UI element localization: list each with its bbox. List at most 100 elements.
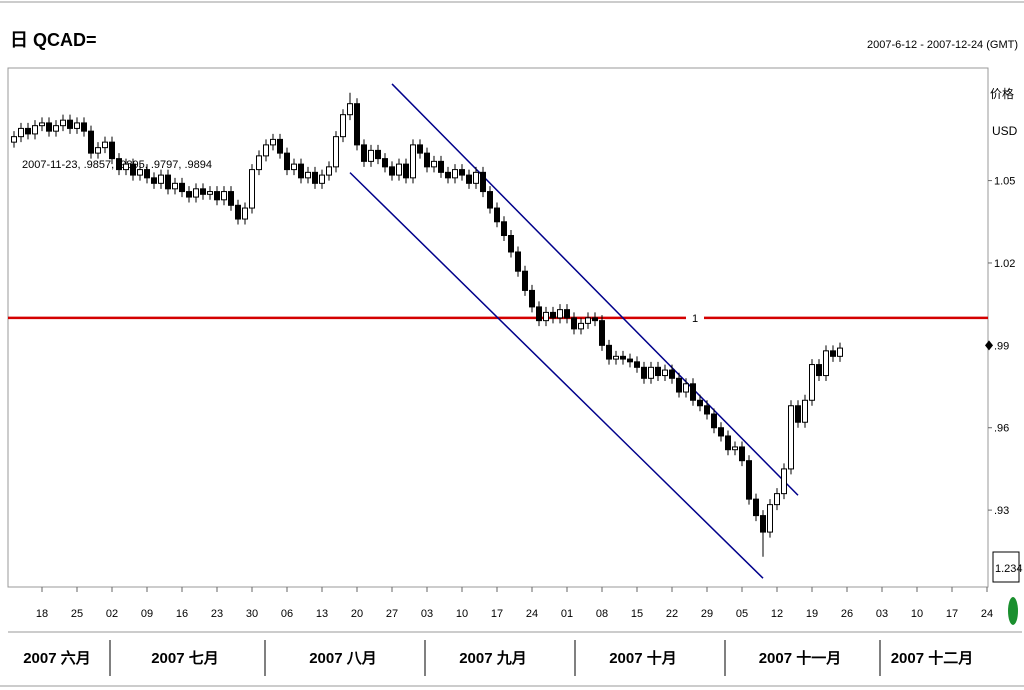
candle-body: [788, 405, 794, 470]
candle-body: [53, 125, 59, 132]
candle-body: [431, 160, 437, 168]
candle-body: [347, 103, 353, 116]
x-tick-label: 12: [771, 608, 783, 620]
candle-body: [795, 405, 801, 423]
candle-body: [459, 169, 465, 176]
candle-body: [662, 369, 668, 377]
month-label: 2007 十二月: [891, 649, 974, 667]
candle-body: [165, 174, 171, 190]
trend-line: [391, 83, 799, 496]
candle-body: [263, 144, 269, 157]
candle-body: [711, 413, 717, 429]
candle-body: [151, 177, 157, 184]
candle-body: [774, 493, 780, 506]
candle-body: [683, 383, 689, 393]
candle-body: [739, 446, 745, 462]
candle-body: [361, 144, 367, 162]
candle-body: [823, 350, 829, 377]
y-tick-label: 1.05: [994, 176, 1015, 188]
price-marker: [985, 340, 993, 351]
candle-body: [249, 169, 255, 209]
month-label: 2007 八月: [309, 650, 377, 667]
candle-body: [312, 171, 318, 184]
candle-body: [284, 152, 290, 171]
y-axis-label: 价格: [990, 86, 1014, 101]
horizontal-line-label: 1: [692, 313, 698, 325]
candle-body: [11, 136, 17, 143]
candle-body: [438, 160, 444, 173]
candle-body: [270, 138, 276, 146]
candle-body: [396, 163, 402, 176]
candle-body: [242, 207, 248, 220]
x-tick-label: 24: [981, 608, 993, 620]
candle-body: [676, 377, 682, 393]
candle-body: [25, 127, 31, 135]
candle-body: [144, 169, 150, 179]
candle-body: [592, 317, 598, 322]
x-tick-label: 17: [491, 608, 503, 620]
candle-body: [837, 347, 843, 357]
y-tick-label: 1.02: [994, 258, 1015, 270]
candle-body: [781, 468, 787, 495]
candle-body: [669, 369, 675, 379]
candle-body: [725, 435, 731, 451]
candle-body: [214, 191, 220, 201]
candle-body: [375, 149, 381, 160]
candle-body: [508, 235, 514, 253]
candle-body: [494, 207, 500, 223]
price-box[interactable]: [992, 551, 1020, 583]
x-tick-label: 02: [106, 608, 118, 620]
candle-body: [550, 311, 556, 319]
candle-body: [403, 163, 409, 179]
x-tick-label: 13: [316, 608, 328, 620]
x-tick-label: 29: [701, 608, 713, 620]
candle-body: [606, 344, 612, 360]
candle-body: [67, 119, 73, 129]
candle-body: [193, 188, 199, 198]
x-tick-label: 16: [176, 608, 188, 620]
date-range: 2007-6-12 - 2007-12-24 (GMT): [867, 39, 1018, 51]
candle-body: [256, 155, 262, 171]
candle-body: [599, 320, 605, 346]
candle-body: [620, 355, 626, 360]
price-box-text: 1.234: [995, 563, 1023, 575]
x-tick-label: 22: [666, 608, 678, 620]
candle-body: [340, 114, 346, 138]
candle-body: [228, 191, 234, 206]
month-label: 2007 六月: [23, 649, 91, 667]
x-tick-label: 27: [386, 608, 398, 620]
x-tick-label: 06: [281, 608, 293, 620]
currency: USD: [992, 124, 1018, 138]
candle-body: [207, 191, 213, 195]
candle-body: [81, 122, 87, 132]
candle-body: [354, 103, 360, 146]
candle-body: [746, 460, 752, 500]
x-tick-label: 10: [911, 608, 923, 620]
x-tick-label: 30: [246, 608, 258, 620]
candle-body: [529, 289, 535, 308]
candle-body: [571, 317, 577, 330]
candle-body: [389, 166, 395, 176]
candle-body: [368, 149, 374, 162]
candle-body: [718, 427, 724, 437]
candle-body: [522, 270, 528, 291]
candle-body: [753, 498, 759, 517]
candle-body: [501, 221, 507, 237]
candle-body: [235, 204, 241, 220]
x-tick-label: 20: [351, 608, 363, 620]
x-tick-label: 25: [71, 608, 83, 620]
candle-body: [445, 171, 451, 179]
candle-body: [95, 147, 101, 154]
candle-body: [809, 364, 815, 401]
x-tick-label: 26: [841, 608, 853, 620]
candle-body: [417, 144, 423, 154]
candle-body: [410, 144, 416, 179]
candle-body: [578, 322, 584, 330]
candle-body: [109, 141, 115, 160]
candle-body: [298, 163, 304, 179]
candle-body: [452, 169, 458, 179]
candle-body: [816, 364, 822, 377]
candle-body: [473, 171, 479, 184]
month-label: 2007 七月: [151, 650, 219, 667]
